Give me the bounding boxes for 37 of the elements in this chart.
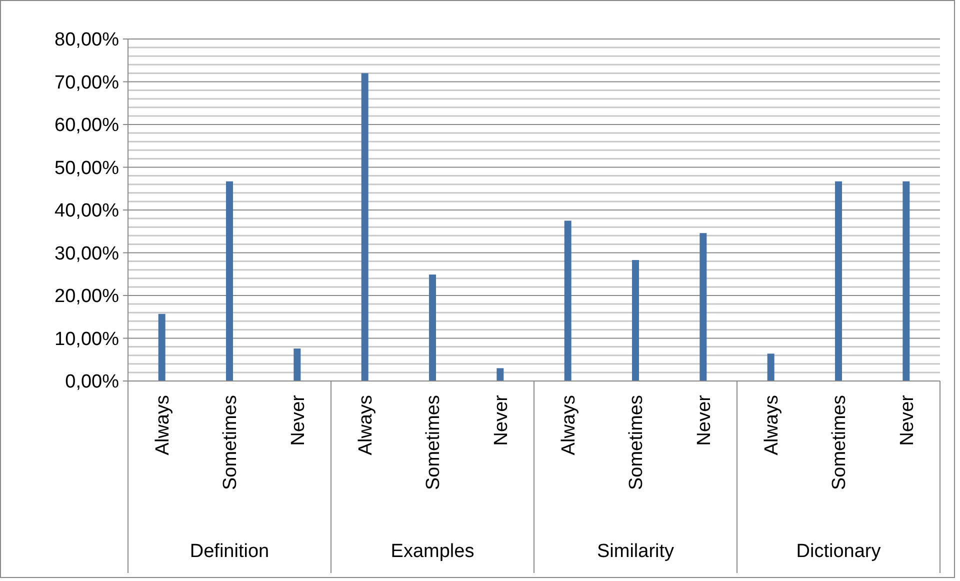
- y-tick-label: 10,00%: [54, 328, 120, 350]
- bar: [158, 314, 166, 381]
- bar: [429, 274, 436, 381]
- x-tick-label: Always: [355, 395, 376, 456]
- y-tick-label: 50,00%: [54, 158, 120, 179]
- bar: [226, 181, 233, 381]
- x-tick-label: Sometimes: [220, 395, 242, 490]
- x-tick-label: Sometimes: [423, 395, 444, 490]
- text: Definition: [190, 541, 270, 562]
- text: Dictionary: [796, 541, 882, 562]
- bar: [835, 181, 842, 381]
- x-tick-label: Never: [490, 394, 512, 446]
- y-tick-label: 60,00%: [54, 115, 120, 136]
- y-tick-label: 20,00%: [54, 286, 120, 308]
- x-tick-label: Always: [558, 395, 580, 456]
- x-tick-label: Always: [761, 395, 782, 456]
- bar: [361, 73, 368, 381]
- x-tick-label: Always: [152, 395, 174, 456]
- x-tick-label: Never: [896, 394, 918, 446]
- bar: [700, 233, 707, 381]
- bar: [902, 181, 910, 381]
- y-tick-label: 30,00%: [54, 243, 120, 264]
- y-tick-label: 0,00%: [65, 372, 120, 393]
- x-tick-label: Never: [694, 394, 715, 446]
- x-tick-label: Sometimes: [829, 395, 850, 490]
- y-tick-label: 40,00%: [54, 200, 120, 222]
- x-tick-label: Sometimes: [626, 395, 648, 490]
- bar: [294, 348, 301, 381]
- y-tick-label: 80,00%: [54, 30, 120, 51]
- bar: [632, 260, 639, 381]
- bar: [496, 368, 504, 381]
- x-tick-label: Never: [288, 394, 309, 446]
- bar: [767, 354, 774, 381]
- bar: [564, 220, 572, 381]
- text: Similarity: [596, 541, 675, 562]
- y-tick-label: 70,00%: [54, 72, 120, 94]
- text: Examples: [390, 541, 474, 562]
